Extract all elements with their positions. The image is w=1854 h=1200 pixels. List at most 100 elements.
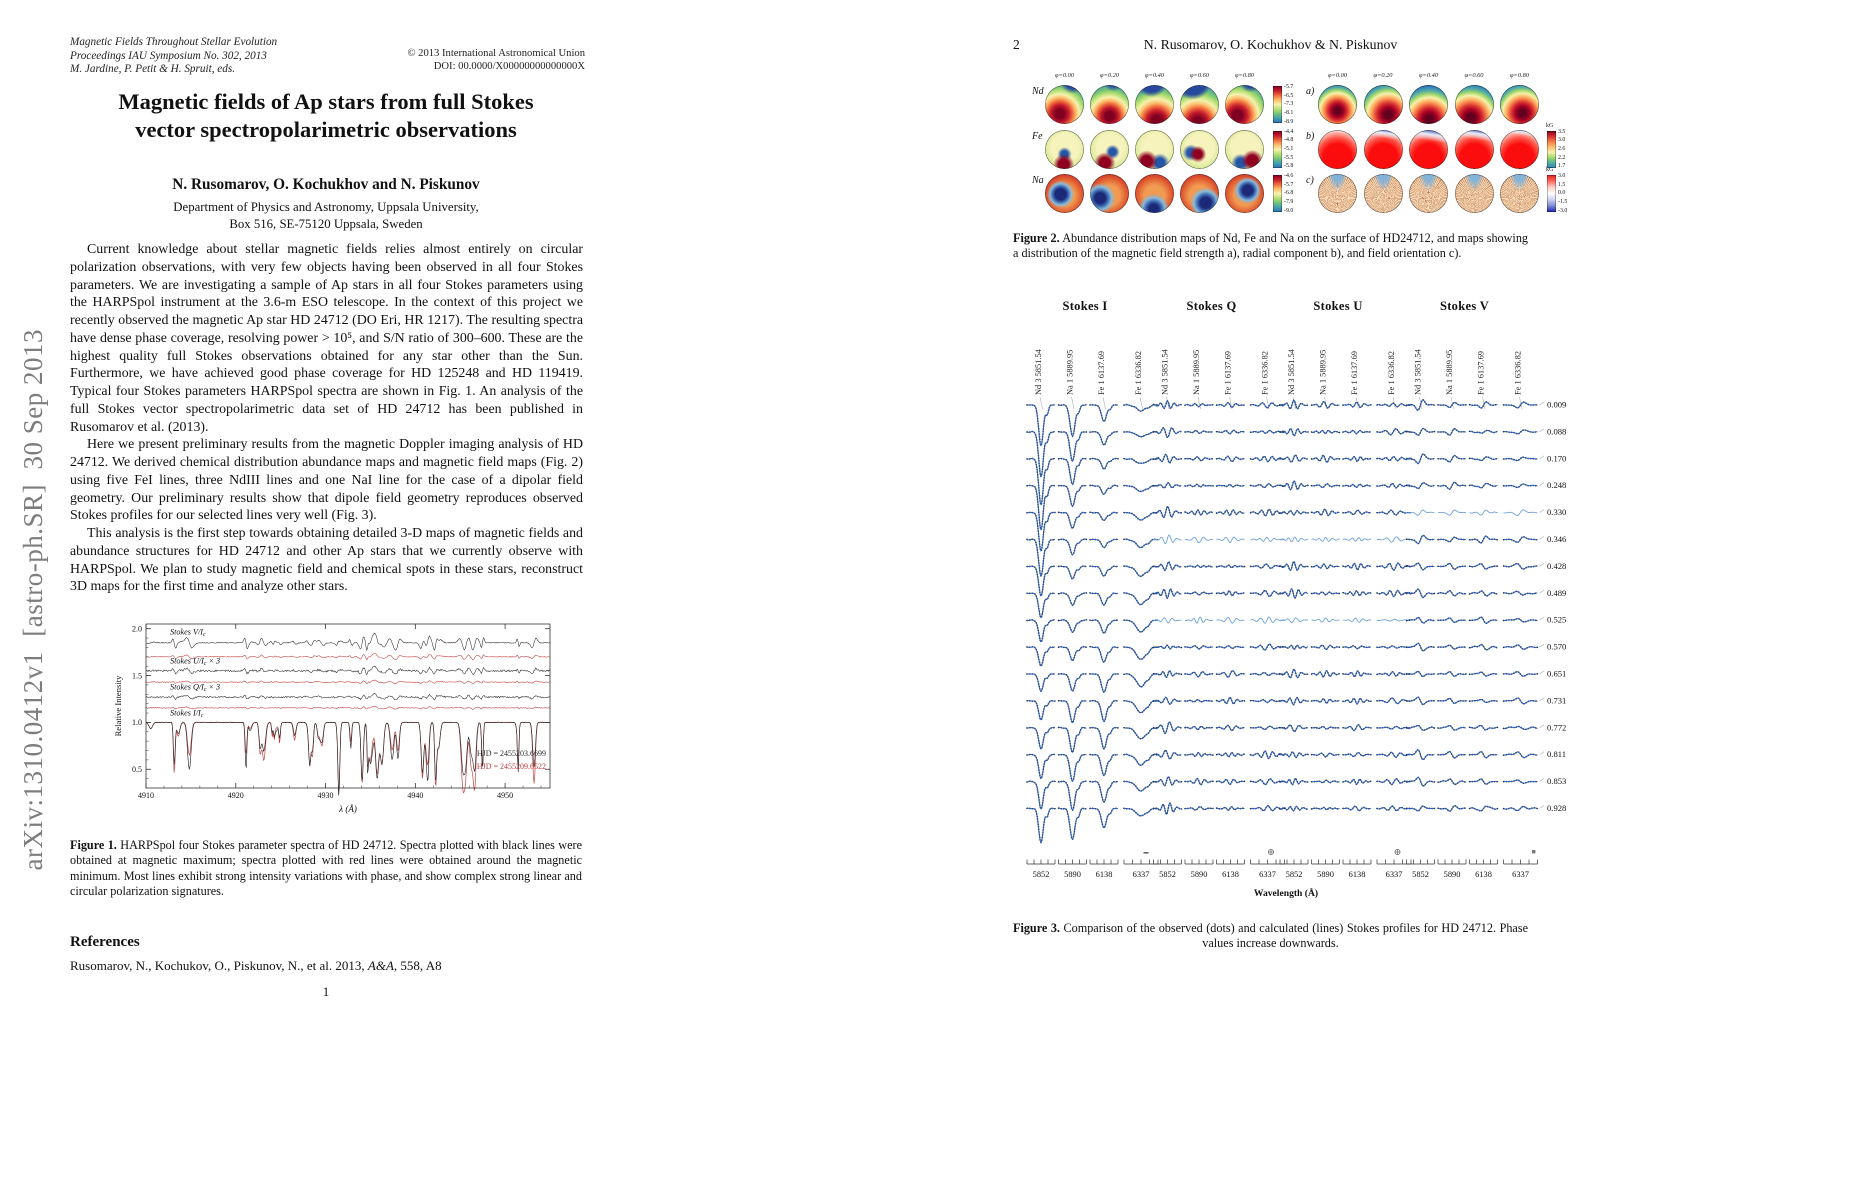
magnetic-map-sphere <box>1363 129 1403 169</box>
calculated-profile-line <box>1124 780 1158 792</box>
calculated-profile-line <box>1503 536 1538 543</box>
calculated-profile-line <box>1376 509 1411 516</box>
copyright-line: © 2013 International Astronomical Union <box>407 48 585 59</box>
phase-label: 0.330 <box>1547 507 1566 517</box>
observed-profile-dots <box>1089 619 1119 635</box>
plot-frame <box>145 623 551 789</box>
colorbar-tick: -3.0 <box>1558 207 1568 214</box>
calculated-profile-line <box>1376 805 1411 812</box>
calculated-profile-line <box>1089 780 1119 803</box>
calculated-profile-line <box>1216 484 1245 488</box>
line-label: Fe 1 6336.82 <box>1134 351 1143 395</box>
calculated-profile-line <box>1124 431 1158 438</box>
trace-label: Stokes V/Ic <box>170 628 206 639</box>
calculated-profile-line <box>1311 698 1340 704</box>
calculated-profile-line <box>1153 802 1182 815</box>
calculated-profile-line <box>1123 538 1159 549</box>
calculated-profile-line <box>1123 807 1158 817</box>
colorbar-tick: -8.1 <box>1284 110 1294 117</box>
calculated-profile-line <box>1153 776 1182 787</box>
figure3-caption: Figure 3. Comparison of the observed (do… <box>1013 921 1528 952</box>
phase-label: 0.928 <box>1547 803 1566 813</box>
abundance-map-sphere <box>1090 174 1129 213</box>
observed-profile-dots <box>1089 645 1119 663</box>
calculated-profile-line <box>1026 457 1056 506</box>
figure2-caption-text: Abundance distribution maps of Nd, Fe an… <box>1013 231 1529 261</box>
calculated-profile-line <box>1058 538 1087 556</box>
calculated-profile-line <box>1469 535 1498 544</box>
calculated-profile-line <box>1058 511 1087 529</box>
y-axis-label: Relative Intensity <box>113 675 123 737</box>
calculated-profile-line <box>1090 592 1118 606</box>
observed-profile-dots <box>1089 538 1119 549</box>
colorbar-tick: 3.0 <box>1558 173 1566 179</box>
calculated-profile-line <box>1250 590 1285 597</box>
paragraph-1: Current knowledge about stellar magnetic… <box>70 242 583 435</box>
observed-profile-dots <box>1123 619 1159 633</box>
magnetic-colorbar <box>1547 130 1556 168</box>
calculated-profile-line <box>1437 671 1467 677</box>
figure2-caption: Figure 2. Abundance distribution maps of… <box>1013 231 1528 262</box>
calculated-profile-line <box>1342 509 1372 515</box>
calculated-profile-line <box>1058 780 1087 811</box>
observed-profile-dots <box>1057 619 1088 633</box>
calculated-profile-line <box>1311 726 1340 730</box>
calculated-profile-line <box>1090 538 1118 549</box>
calculated-profile-line <box>1216 402 1245 408</box>
calculated-profile-line <box>1058 754 1087 782</box>
figure3-caption-text: Comparison of the observed (dots) and ca… <box>1063 921 1529 951</box>
calculated-profile-line <box>1280 428 1309 437</box>
colorbar-tick: -5.8 <box>1284 163 1294 170</box>
calculated-profile-line <box>1153 644 1182 650</box>
calculated-profile-line <box>1089 807 1118 829</box>
mini-axis <box>1184 859 1214 865</box>
wavelength-tick-label: 5890 <box>1444 870 1461 879</box>
calculated-profile-line <box>1279 778 1309 786</box>
calculated-profile-line <box>1027 565 1055 597</box>
calculated-profile-line <box>1406 617 1435 624</box>
calculated-profile-line <box>1058 458 1087 485</box>
spectrum-trace <box>145 665 551 676</box>
calculated-profile-line <box>1406 562 1435 571</box>
line-label: Nd 3 5851.54 <box>1414 348 1423 395</box>
wavelength-tick-label: 5852 <box>1286 870 1303 879</box>
abundance-map-sphere <box>1225 85 1264 124</box>
magnetic-colorbar <box>1547 175 1556 212</box>
calculated-profile-line <box>1058 404 1087 437</box>
calculated-profile-line <box>1184 671 1213 678</box>
calculated-profile-line <box>1027 512 1055 552</box>
calculated-profile-line <box>1503 429 1538 435</box>
calculated-profile-line <box>1280 724 1308 732</box>
calculated-profile-line <box>1280 480 1309 491</box>
observed-profile-dots <box>1026 646 1056 667</box>
calculated-profile-line <box>1503 456 1538 461</box>
calculated-profile-line <box>1089 458 1119 470</box>
observed-profile-dots <box>1026 699 1056 721</box>
phase-label: φ=0.20 <box>1373 72 1393 79</box>
calculated-profile-line <box>1250 483 1285 488</box>
abundance-map-sphere <box>1135 85 1174 124</box>
calculated-profile-line <box>1153 427 1182 438</box>
arxiv-watermark: arXiv:1310.0412v1 [astro-ph.SR] 30 Sep 2… <box>10 0 56 1200</box>
paper-title-line1: Magnetic fields of Ap stars from full St… <box>118 89 534 114</box>
reference-pre: Rusomarov, N., Kochukov, O., Piskunov, N… <box>70 958 368 973</box>
phase-label: φ=0.40 <box>1418 72 1439 79</box>
observed-profile-dots <box>1123 780 1159 792</box>
calculated-profile-line <box>1216 564 1245 569</box>
calculated-profile-line <box>1342 724 1372 731</box>
line-label: Fe 1 6137.69 <box>1224 351 1233 395</box>
abundance-map-sphere <box>1135 129 1174 169</box>
calculated-profile-line <box>1153 454 1182 464</box>
observed-profile-dots <box>1123 565 1159 578</box>
wavelength-tick-label: 6337 <box>1133 870 1150 879</box>
calculated-profile-line <box>1311 670 1340 678</box>
calculated-profile-line <box>1250 536 1285 542</box>
calculated-profile-line <box>1406 482 1435 489</box>
paragraph-3: This analysis is the first step towards … <box>70 526 583 595</box>
scale-marker <box>1143 852 1149 854</box>
calculated-profile-line <box>1437 805 1467 812</box>
wavelength-tick-label: 5890 <box>1317 870 1334 879</box>
line-label: Fe 1 6137.69 <box>1097 351 1106 395</box>
calculated-profile-line <box>1503 401 1538 409</box>
mini-axis <box>1216 859 1245 865</box>
